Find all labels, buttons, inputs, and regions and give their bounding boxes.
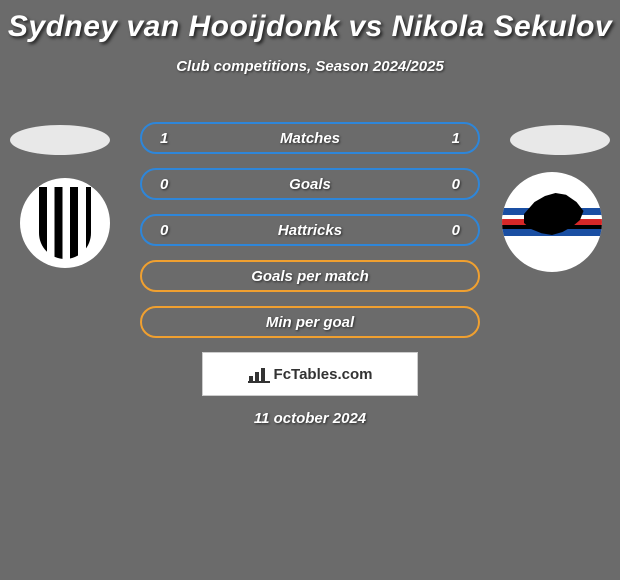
player-left-avatar	[10, 125, 110, 155]
stat-row: Goals per match	[140, 260, 480, 292]
stat-value-left: 1	[160, 130, 180, 147]
stat-label: Goals	[180, 176, 440, 193]
stat-label: Hattricks	[180, 222, 440, 239]
subtitle: Club competitions, Season 2024/2025	[0, 58, 620, 75]
date: 11 october 2024	[0, 410, 620, 427]
stat-row: Min per goal	[140, 306, 480, 338]
page-title: Sydney van Hooijdonk vs Nikola Sekulov	[0, 0, 620, 44]
sampdoria-crest	[502, 172, 602, 272]
cesena-crest	[39, 187, 91, 259]
stat-value-left: 0	[160, 222, 180, 239]
fctables-logo: FcTables.com	[202, 352, 418, 396]
stat-value-right: 0	[440, 222, 460, 239]
stat-label: Min per goal	[180, 314, 440, 331]
stats-table: 1Matches10Goals00Hattricks0Goals per mat…	[140, 122, 480, 352]
stat-row: 1Matches1	[140, 122, 480, 154]
chart-icon	[248, 365, 270, 383]
stat-row: 0Goals0	[140, 168, 480, 200]
stat-label: Matches	[180, 130, 440, 147]
stat-value-right: 1	[440, 130, 460, 147]
stat-value-right: 0	[440, 176, 460, 193]
club-badge-right	[502, 172, 602, 272]
stat-value-left: 0	[160, 176, 180, 193]
stat-row: 0Hattricks0	[140, 214, 480, 246]
player-right-avatar	[510, 125, 610, 155]
stat-label: Goals per match	[180, 268, 440, 285]
logo-text: FcTables.com	[274, 366, 373, 383]
club-badge-left	[20, 178, 110, 268]
